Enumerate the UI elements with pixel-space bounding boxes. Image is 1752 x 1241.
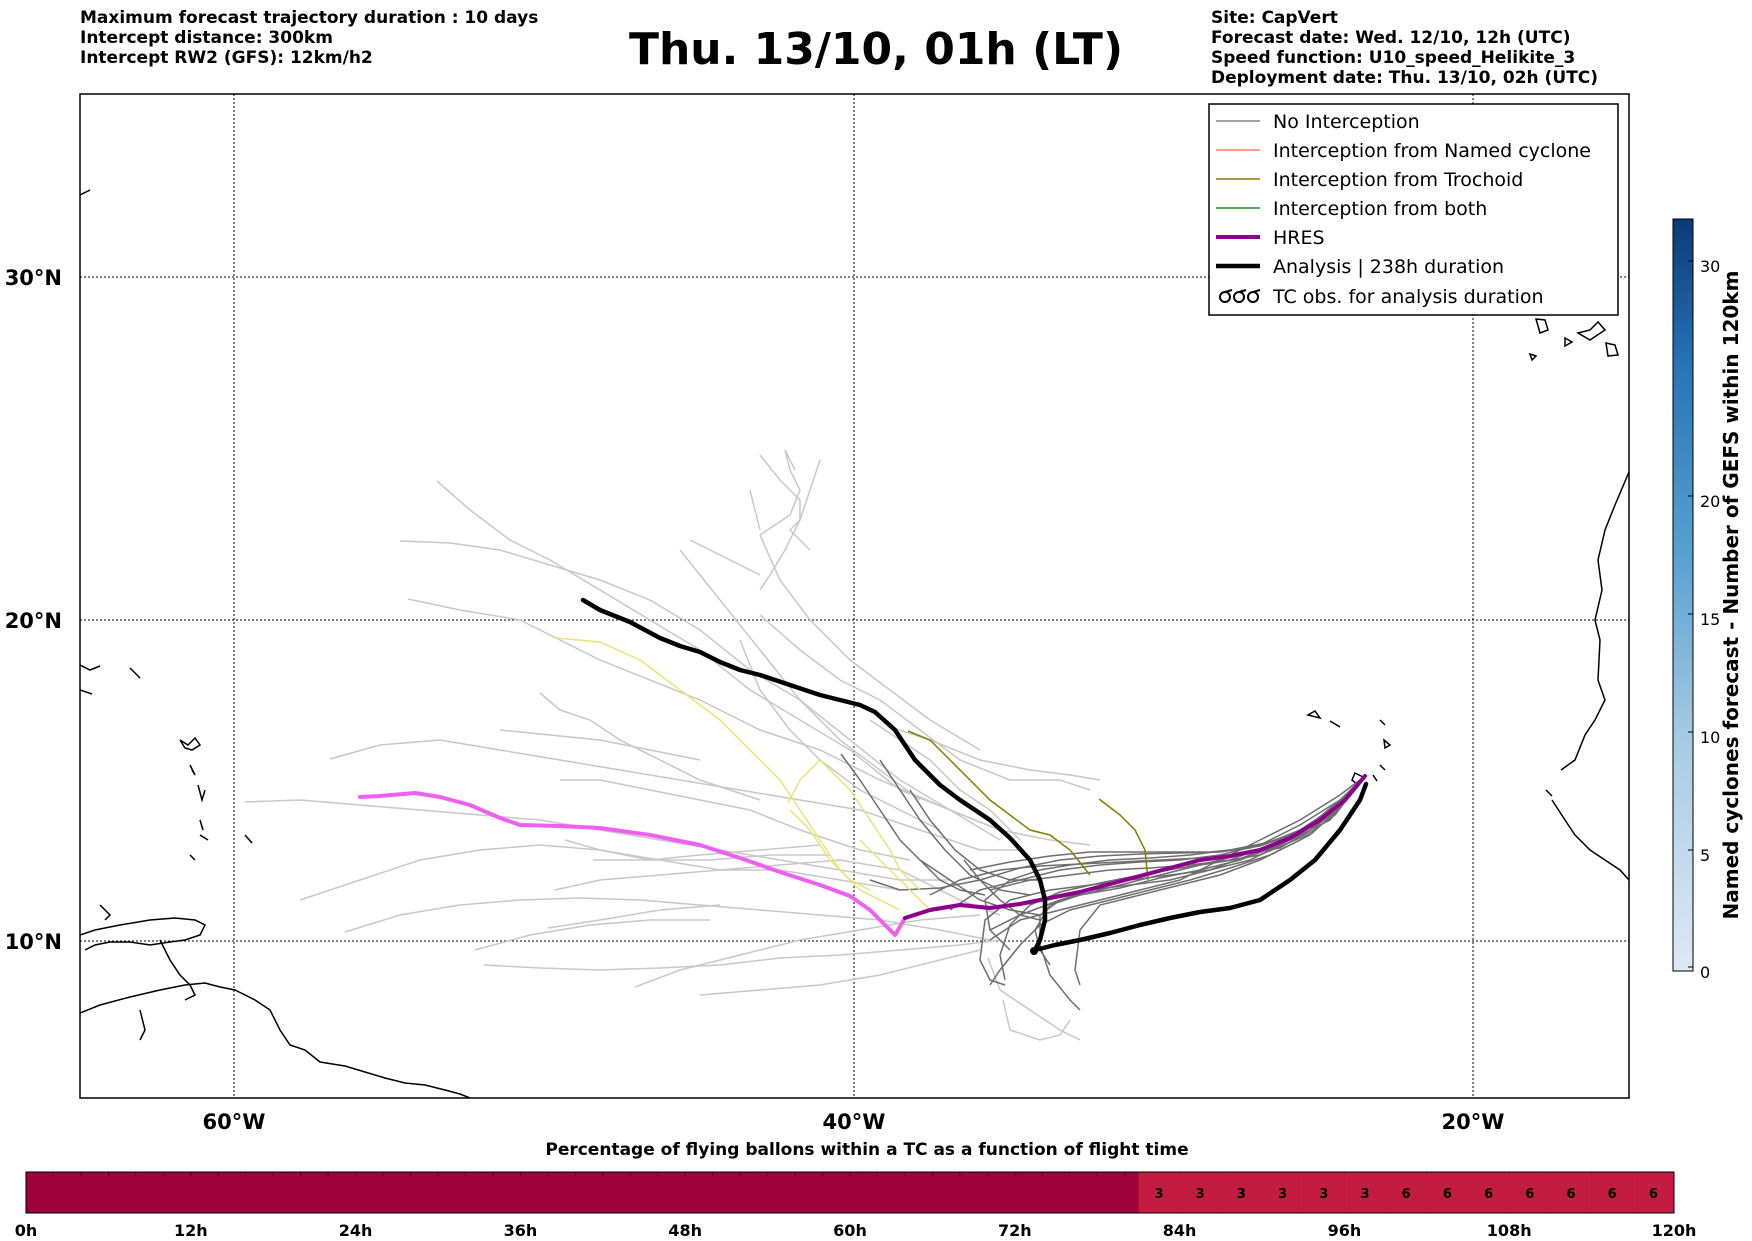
flight-time-cell [1262,1172,1304,1213]
header-right-line: Site: CapVert [1211,8,1338,28]
flight-time-cell-value: 6 [1608,1187,1617,1202]
flight-time-cell-value: 6 [1525,1187,1534,1202]
flight-time-cell-value: 3 [1154,1187,1163,1202]
flight-time-cell [1138,1172,1180,1213]
flight-time-bar-frame [25,1171,1675,1214]
header-left-line: Maximum forecast trajectory duration : 1… [80,8,539,28]
flight-time-label: 96h [1328,1221,1362,1240]
flight-time-label: 36h [504,1221,538,1240]
legend-label: Interception from both [1273,198,1487,220]
flight-time-cell [1509,1172,1551,1213]
flight-time-label: 108h [1487,1221,1532,1240]
trochoid-trajectories [907,730,1149,881]
flight-time-cell [1385,1172,1427,1213]
flight-time-cell [1344,1172,1386,1213]
flight-time-label: 48h [668,1221,702,1240]
legend-label: Analysis | 238h duration [1273,256,1504,278]
flight-time-cell-value: 6 [1484,1187,1493,1202]
hres-track [358,774,1367,937]
lon-tick-label: 60°W [203,1110,266,1134]
analysis-track [580,597,1369,953]
lat-tick-label: 20°N [5,609,62,633]
header-right-line: Forecast date: Wed. 12/10, 12h (UTC) [1211,28,1571,48]
colorbar-scale [1672,218,1694,972]
legend-label: Interception from Trochoid [1273,169,1523,191]
flight-time-cell-value: 6 [1566,1187,1575,1202]
legend-label: Interception from Named cyclone [1273,140,1591,162]
flight-time-cell [1303,1172,1345,1213]
flight-time-cell [1591,1172,1633,1213]
colorbar-tick-label: 5 [1700,846,1710,865]
flight-time-cell-value: 6 [1649,1187,1658,1202]
ensemble-trajectories-light [244,449,1101,1041]
header-left-line: Intercept RW2 (GFS): 12km/h2 [80,48,373,68]
coastlines [80,189,1629,1098]
flight-time-cell [1550,1172,1592,1213]
flight-time-cell-value: 3 [1360,1187,1369,1202]
lat-tick-label: 10°N [5,930,62,954]
flight-time-label: 120h [1652,1221,1697,1240]
tc-symbol-icon [1219,289,1261,303]
legend-box [1208,103,1619,316]
flight-time-bar: Percentage of flying ballons within a TC… [15,1140,1697,1240]
flight-time-cell [1632,1172,1674,1213]
colorbar-tick-label: 15 [1700,610,1720,629]
flight-time-label: 72h [998,1221,1032,1240]
flight-time-cell-value: 3 [1278,1187,1287,1202]
legend-label: TC obs. for analysis duration [1272,286,1544,308]
flight-time-cell-value: 3 [1196,1187,1205,1202]
lon-tick-label: 40°W [823,1110,886,1134]
flight-time-cell-value: 3 [1237,1187,1246,1202]
flight-time-label: 12h [174,1221,208,1240]
flight-time-cell [1426,1172,1468,1213]
colorbar-tick-label: 30 [1700,257,1720,276]
flight-time-cell-value: 6 [1443,1187,1452,1202]
colorbar-label: Named cyclones forecast - Number of GEFS… [1719,271,1743,920]
colorbar-tick-label: 0 [1700,963,1710,982]
flight-time-cell [1468,1172,1510,1213]
header-right-line: Speed function: U10_speed_Helikite_3 [1211,48,1576,68]
legend: No Interception Interception from Named … [1208,103,1619,316]
header-right: Site: CapVert Forecast date: Wed. 12/10,… [1211,8,1598,88]
analysis-end-point [1030,947,1038,955]
header-left: Maximum forecast trajectory duration : 1… [80,8,538,68]
map-axis-labels: 30°N 20°N 10°N 60°W 40°W 20°W [5,266,1505,1134]
header-left-line: Intercept distance: 300km [80,28,333,48]
flight-time-bar-title: Percentage of flying ballons within a TC… [545,1140,1188,1160]
flight-time-cell [1179,1172,1221,1213]
flight-time-cell-value: 3 [1319,1187,1328,1202]
colorbar-tick-label: 10 [1700,728,1720,747]
flight-time-label: 60h [833,1221,867,1240]
colorbar: 30 20 15 10 5 0 Named cyclones forecast … [1672,218,1743,982]
page-title: Thu. 13/10, 01h (LT) [628,24,1124,75]
flight-time-cell-value: 6 [1402,1187,1411,1202]
colorbar-tick-label: 20 [1700,492,1720,511]
lat-tick-label: 30°N [5,266,62,290]
flight-time-label: 24h [339,1221,373,1240]
flight-time-label: 0h [15,1221,38,1240]
lon-tick-label: 20°W [1442,1110,1505,1134]
flight-time-label: 84h [1163,1221,1197,1240]
flight-time-cell [1220,1172,1262,1213]
legend-label: HRES [1273,227,1325,249]
header-right-line: Deployment date: Thu. 13/10, 02h (UTC) [1211,68,1598,88]
legend-label: No Interception [1273,111,1420,133]
yellow-trajectories [555,637,931,911]
